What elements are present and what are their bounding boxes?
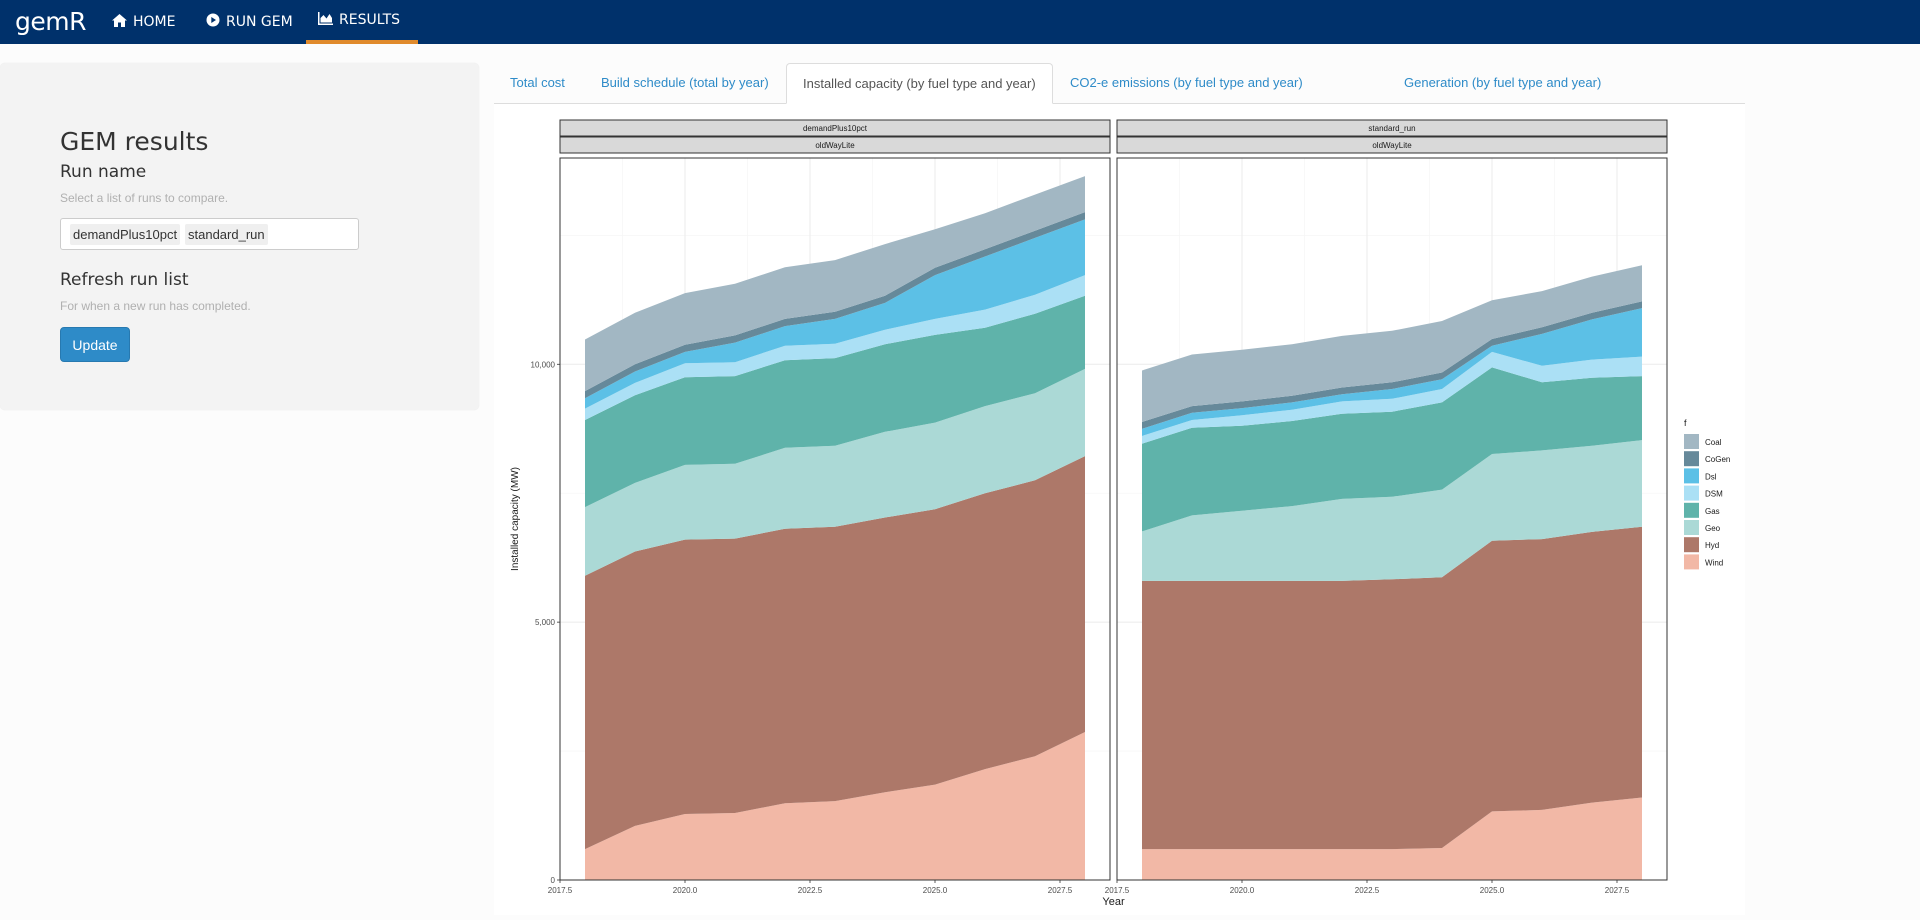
y-tick-label: 0 (551, 876, 556, 885)
legend-label: DSM (1705, 490, 1723, 499)
update-button[interactable]: Update (60, 327, 130, 362)
x-tick-label: 2027.5 (1048, 886, 1073, 895)
area-series-hyd (1142, 526, 1642, 850)
legend-label: Geo (1705, 524, 1721, 533)
y-tick-label: 10,000 (531, 360, 556, 369)
area-series-wind (585, 732, 1085, 880)
facet-strip-top (559, 119, 1111, 137)
installed-capacity-chart: demandPlus10pct oldWayLite 2017.5 2020.0 202… (510, 119, 1730, 908)
run-name-help: Select a list of runs to compare. (60, 191, 229, 205)
x-tick-label: 2022.5 (1355, 886, 1380, 895)
tab-generation[interactable]: Generation (by fuel type and year) (1404, 75, 1602, 90)
tab-build-schedule[interactable]: Build schedule (total by year) (601, 75, 769, 90)
area-series-cogen (585, 212, 1085, 399)
tab-total-cost[interactable]: Total cost (510, 75, 565, 90)
facet-strip-bottom-label: oldWayLite (1372, 141, 1412, 150)
plot-area: demandPlus10pct oldWayLite 2017.5 2020.0 202… (494, 104, 1745, 915)
x-tick-label: 2025.0 (1480, 886, 1505, 895)
run-chip[interactable]: standard_run (185, 224, 268, 245)
facet-strip-top-label: standard_run (1368, 124, 1415, 133)
tab-installed-capacity[interactable]: Installed capacity (by fuel type and yea… (786, 63, 1053, 104)
legend-key-geo (1684, 520, 1699, 535)
refresh-run-list-help: For when a new run has completed. (60, 299, 251, 313)
y-axis-title: Installed capacity (MW) (510, 467, 521, 571)
panel-border (1116, 157, 1668, 881)
results-tabs: Total cost Build schedule (total by year… (494, 63, 1745, 104)
legend-key-gas (1684, 502, 1699, 518)
area-series-dsl (1142, 308, 1642, 436)
legend-key-cogen (1684, 451, 1699, 467)
run-chip[interactable]: demandPlus10pct (70, 224, 181, 245)
area-series-coal (585, 176, 1085, 392)
area-series-hyd (585, 456, 1085, 850)
legend-label: Coal (1705, 438, 1722, 447)
area-series-dsm (585, 275, 1085, 420)
area-series-gas (585, 295, 1085, 508)
legend-key-dsl (1684, 468, 1699, 484)
legend-label: Gas (1705, 507, 1720, 516)
panel-border (559, 157, 1111, 881)
nav-home-label: HOME (133, 14, 176, 30)
facet-strip-bottom (1116, 136, 1668, 154)
legend-label: Dsl (1705, 472, 1717, 481)
play-circle-icon (206, 13, 220, 31)
legend-label: Hyd (1705, 541, 1719, 550)
x-axis-title: Year (1102, 896, 1125, 908)
area-series-dsm (1142, 351, 1642, 444)
refresh-run-list-label: Refresh run list (60, 270, 189, 290)
area-chart-icon (318, 11, 333, 29)
facet-strip-bottom-label: oldWayLite (815, 141, 855, 150)
brand-logo[interactable]: gemR (15, 7, 86, 36)
tab-co2-emissions[interactable]: CO2-e emissions (by fuel type and year) (1070, 75, 1303, 90)
area-series-coal (1142, 265, 1642, 422)
nav-run-gem-label: RUN GEM (226, 14, 293, 30)
x-tick-label: 2020.0 (1230, 886, 1255, 895)
x-tick-label: 2017.5 (548, 886, 573, 895)
nav-results[interactable]: RESULTS (306, 0, 418, 44)
run-name-select[interactable]: demandPlus10pct standard_run (60, 218, 359, 250)
y-tick-label: 5,000 (535, 618, 556, 627)
legend-label: CoGen (1705, 455, 1730, 464)
area-series-geo (585, 368, 1085, 576)
area-series-cogen (1142, 301, 1642, 429)
legend-key-coal (1684, 434, 1699, 449)
area-series-geo (1142, 440, 1642, 581)
x-tick-label: 2017.5 (1105, 886, 1130, 895)
home-icon (112, 13, 127, 31)
facet-strip-top (1116, 119, 1668, 137)
nav-run-gem[interactable]: RUN GEM (194, 0, 305, 44)
run-name-label: Run name (60, 162, 147, 182)
area-series-wind (1142, 797, 1642, 880)
facet-strip-top-label: demandPlus10pct (803, 124, 868, 133)
legend-key-hyd (1684, 537, 1699, 553)
x-tick-label: 2027.5 (1605, 886, 1630, 895)
sidebar-title: GEM results (60, 127, 209, 156)
area-series-gas (1142, 367, 1642, 532)
legend-key-dsm (1684, 485, 1699, 501)
facet-strip-bottom (559, 136, 1111, 154)
sidebar-panel: GEM results Run name Select a list of ru… (0, 63, 479, 410)
x-tick-label: 2022.5 (798, 886, 823, 895)
area-series-dsl (585, 219, 1085, 409)
x-tick-label: 2025.0 (923, 886, 948, 895)
nav-home[interactable]: HOME (100, 0, 187, 44)
legend-key-wind (1684, 554, 1699, 570)
legend-label: Wind (1705, 558, 1723, 567)
x-tick-label: 2020.0 (673, 886, 698, 895)
nav-results-label: RESULTS (339, 12, 401, 28)
legend-title: f (1684, 418, 1687, 428)
top-navbar: gemR HOME RUN GEM RESULTS (0, 0, 1920, 44)
